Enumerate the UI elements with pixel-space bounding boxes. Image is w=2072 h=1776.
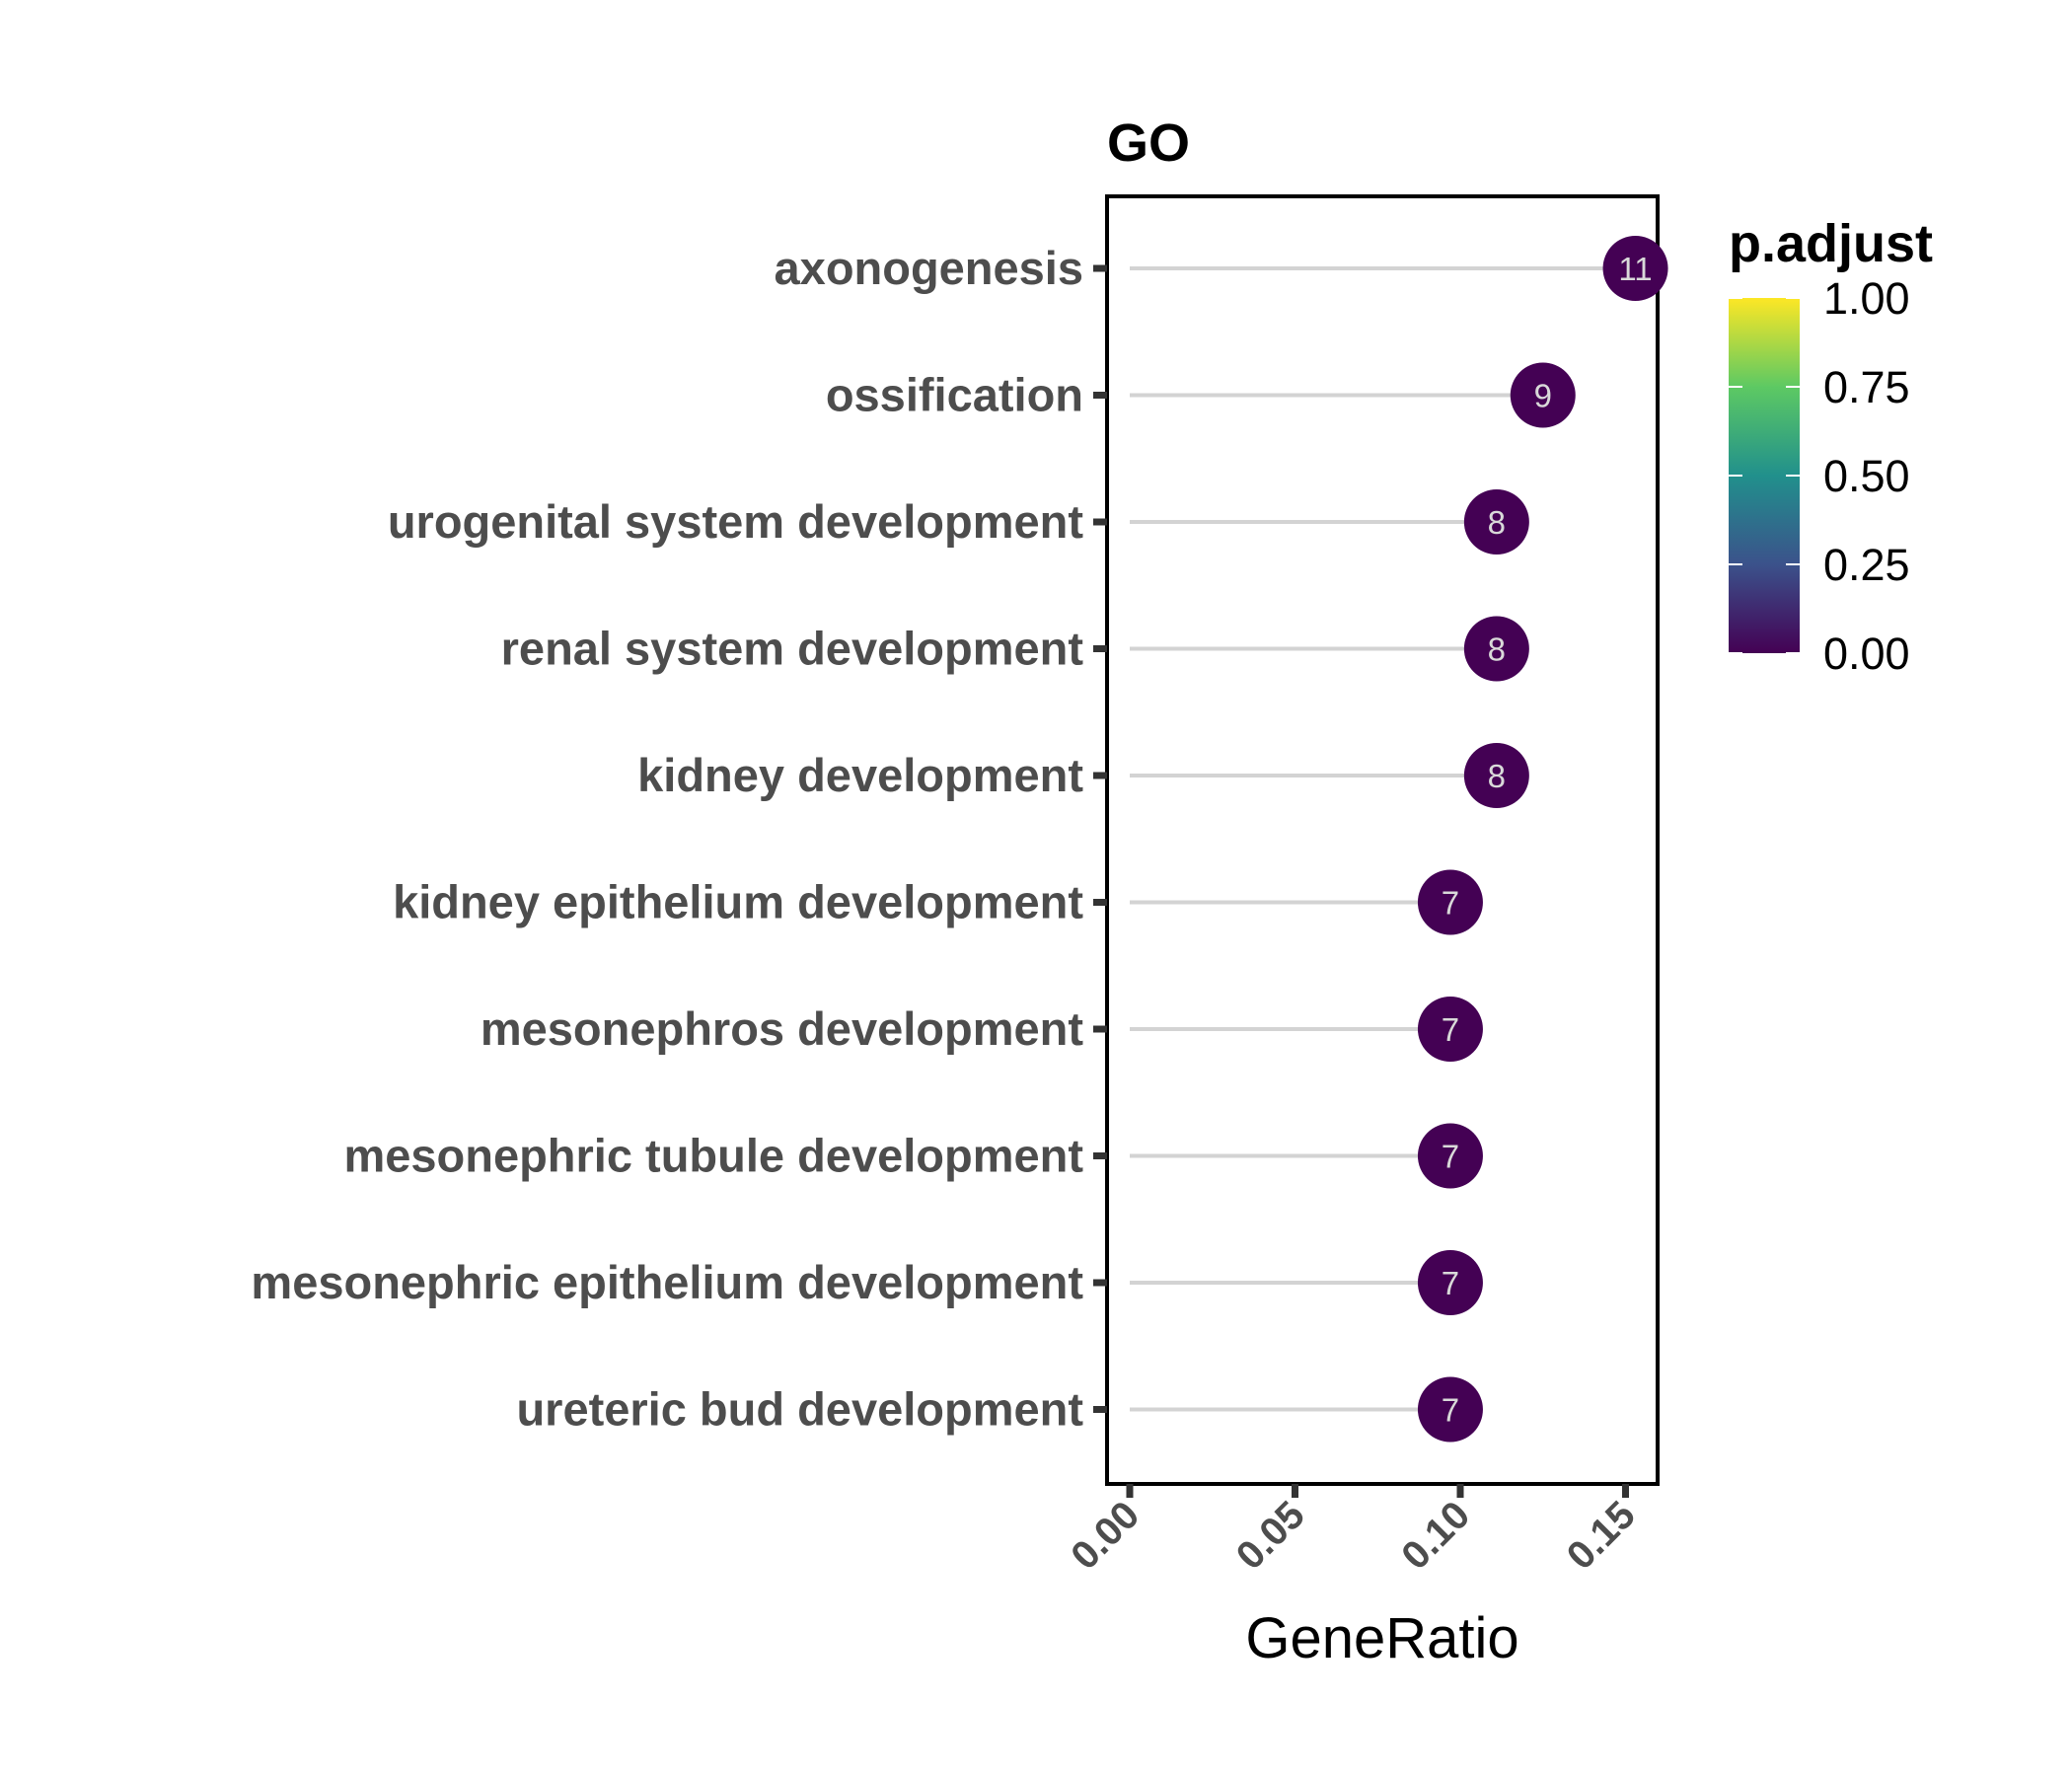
lollipop-point [1417,1123,1483,1189]
y-tick-label: renal system development [501,623,1084,675]
count-label: 7 [1442,1139,1459,1175]
count-label: 7 [1442,1265,1459,1301]
y-tick-label: axonogenesis [775,242,1083,294]
lollipop-points: 11 9 8 8 8 7 7 7 7 7 [1417,236,1668,1443]
x-axis: 0.00 0.05 0.10 0.15 [1063,1484,1644,1578]
lollipop-point [1463,743,1529,808]
legend-tick-label: 1.00 [1823,273,1910,324]
y-tick-label: mesonephric tubule development [343,1130,1083,1182]
count-label: 7 [1442,885,1459,922]
y-tick-label: mesonephros development [481,1002,1083,1055]
chart-title: GO [1107,113,1190,173]
count-label: 8 [1488,631,1506,668]
color-legend: p.adjust 0.00 0.25 0.50 0.75 1.00 [1729,214,1933,679]
lollipop-point [1417,997,1483,1062]
lollipop-point [1417,1376,1483,1443]
panel-border [1105,194,1660,1486]
y-tick-label: ureteric bud development [516,1383,1083,1436]
lollipop-point [1463,616,1529,682]
count-label: 7 [1442,1011,1459,1048]
count-label: 7 [1442,1392,1459,1429]
lollipop-point [1510,362,1576,428]
count-label: 9 [1534,378,1552,414]
legend-ticks: 0.00 0.25 0.50 0.75 1.00 [1729,273,1910,679]
lollipop-stems [1130,266,1636,1412]
legend-tick-label: 0.50 [1823,451,1910,501]
y-tick-label: mesonephric epithelium development [251,1256,1083,1308]
legend-tick-label: 0.00 [1823,629,1910,679]
lollipop-point [1602,236,1668,301]
y-tick-label: urogenital system development [388,495,1084,548]
count-label: 11 [1618,251,1652,287]
count-label: 8 [1488,758,1506,794]
y-tick-label: kidney development [637,749,1083,801]
y-tick-label: ossification [826,369,1083,421]
count-label: 8 [1488,504,1506,541]
x-tick-label: 0.10 [1393,1493,1478,1578]
lollipop-point [1463,489,1529,555]
x-tick-label: 0.05 [1228,1493,1313,1578]
legend-tick-label: 0.25 [1823,540,1910,590]
y-tick-label: kidney epithelium development [393,876,1083,928]
x-axis-label: GeneRatio [1245,1606,1518,1670]
x-tick-label: 0.15 [1559,1493,1644,1578]
y-axis: axonogenesis ossification urogenital syste… [251,242,1107,1436]
lollipop-point [1417,1250,1483,1315]
lollipop-point [1417,869,1483,935]
x-tick-label: 0.00 [1063,1493,1147,1578]
legend-title: p.adjust [1729,214,1933,273]
legend-tick-label: 0.75 [1823,362,1910,412]
